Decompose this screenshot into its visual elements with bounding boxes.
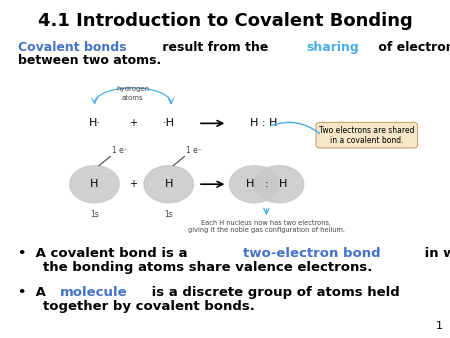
Text: the bonding atoms share valence electrons.: the bonding atoms share valence electron… xyxy=(43,261,372,274)
Text: H: H xyxy=(279,179,288,189)
Text: :: : xyxy=(265,179,268,189)
Text: sharing: sharing xyxy=(306,41,359,54)
Text: 1 e⁻: 1 e⁻ xyxy=(186,146,202,155)
Circle shape xyxy=(254,166,304,203)
Text: H : H: H : H xyxy=(250,118,277,128)
Text: Covalent bonds: Covalent bonds xyxy=(18,41,126,54)
Text: Each H nucleus now has two electrons,
giving it the noble gas configuration of h: Each H nucleus now has two electrons, gi… xyxy=(188,220,345,233)
Text: H·: H· xyxy=(89,118,100,128)
Text: •  A: • A xyxy=(18,286,50,298)
Text: hydrogen: hydrogen xyxy=(116,86,149,92)
Text: two-electron bond: two-electron bond xyxy=(243,247,380,260)
Text: +: + xyxy=(129,118,137,128)
Text: ·H: ·H xyxy=(163,118,175,128)
Text: 4.1 Introduction to Covalent Bonding: 4.1 Introduction to Covalent Bonding xyxy=(38,12,412,30)
Text: +: + xyxy=(129,179,137,189)
Text: 1s: 1s xyxy=(90,210,99,219)
Text: between two atoms.: between two atoms. xyxy=(18,54,161,67)
Text: result from the: result from the xyxy=(158,41,273,54)
Text: Two electrons are shared
in a covalent bond.: Two electrons are shared in a covalent b… xyxy=(319,125,414,145)
Text: is a discrete group of atoms held: is a discrete group of atoms held xyxy=(147,286,400,298)
Text: in which: in which xyxy=(420,247,450,260)
Text: 1s: 1s xyxy=(164,210,173,219)
Text: H: H xyxy=(90,179,99,189)
Text: molecule: molecule xyxy=(60,286,127,298)
Circle shape xyxy=(144,166,194,203)
Text: H: H xyxy=(165,179,173,189)
Circle shape xyxy=(230,166,279,203)
Text: 1 e⁻: 1 e⁻ xyxy=(112,146,127,155)
Text: atoms: atoms xyxy=(122,95,144,101)
Text: 1: 1 xyxy=(436,321,443,331)
Circle shape xyxy=(70,166,119,203)
Text: together by covalent bonds.: together by covalent bonds. xyxy=(43,300,255,313)
Text: of electrons: of electrons xyxy=(374,41,450,54)
Text: H: H xyxy=(246,179,254,189)
Text: •  A covalent bond is a: • A covalent bond is a xyxy=(18,247,192,260)
